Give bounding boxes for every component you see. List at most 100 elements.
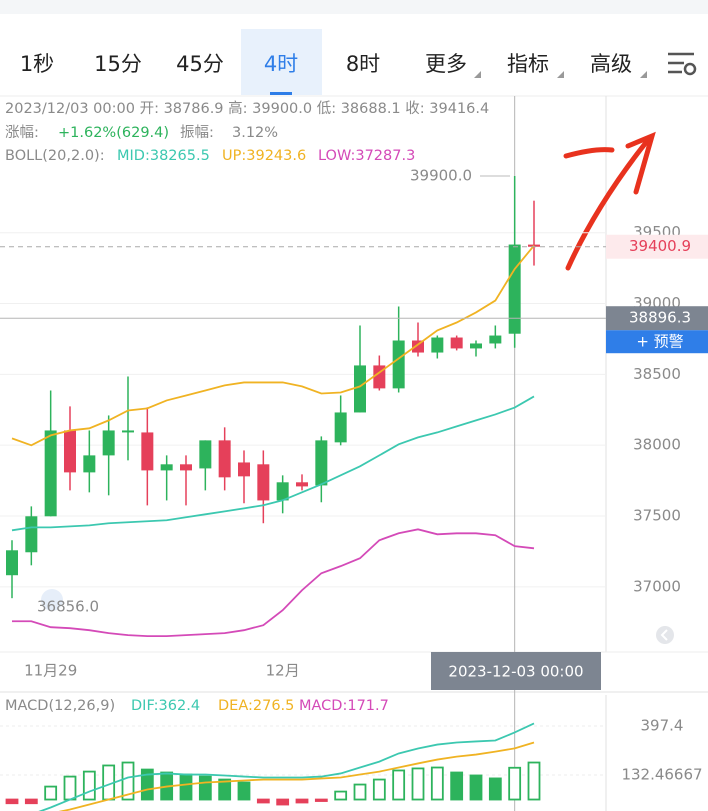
candle-body: [470, 343, 482, 349]
macd-bar: [508, 766, 522, 801]
active-tab-bg: [241, 29, 322, 95]
macd-bar: [44, 785, 58, 801]
candle-body: [412, 340, 424, 353]
macd-bar: [527, 761, 541, 801]
macd-dif: DIF:362.4: [131, 698, 200, 714]
alert-button-label[interactable]: + 预警: [636, 333, 683, 351]
tab[interactable]: 15分: [94, 52, 142, 76]
macd-bar: [256, 798, 270, 804]
tab[interactable]: 指标: [507, 52, 549, 76]
macd-bar: [276, 798, 290, 806]
macd-bar: [353, 783, 367, 801]
macd-bar: [430, 766, 444, 801]
tab[interactable]: 8时: [346, 52, 380, 76]
macd-bar: [5, 798, 19, 805]
alert-button[interactable]: [606, 330, 708, 354]
candle-body: [160, 464, 173, 471]
active-tab-underline: [270, 92, 292, 95]
last-price: 39400.9: [629, 237, 691, 255]
dropdown-icon: [474, 71, 481, 78]
top-strip: [0, 0, 708, 14]
macd-bar: [63, 775, 77, 801]
change: +1.62%(629.4): [58, 125, 169, 141]
candle-body: [238, 462, 250, 477]
crosshair-date: 2023-12-03 00:00: [448, 663, 583, 681]
macd-label: MACD(12,26,9): [5, 698, 115, 714]
candle-body: [6, 550, 18, 576]
candle-body: [431, 337, 444, 353]
settings-icon[interactable]: [668, 52, 697, 76]
tab[interactable]: 45分: [176, 52, 224, 76]
boll-line: [11, 395, 535, 532]
candle-body: [199, 440, 212, 469]
tab-active[interactable]: 4时: [264, 52, 298, 76]
candle-body: [83, 455, 96, 473]
macd-bar: [218, 778, 232, 801]
candle-body: [276, 482, 289, 501]
y-tick-label: 37500: [633, 507, 681, 525]
crosshair-date-box: [431, 652, 601, 690]
boll-low: LOW:37287.3: [318, 148, 415, 164]
crosshair-price: 38896.3: [629, 309, 691, 327]
candle-body: [489, 335, 502, 344]
tab[interactable]: 更多: [425, 52, 467, 76]
candle-body: [180, 464, 192, 471]
x-tick-label: 12月: [266, 662, 300, 680]
boll-line: [12, 528, 535, 638]
ohlc-info: 2023/12/03 00:00 开: 38786.9 高: 39900.0 低…: [5, 100, 489, 117]
y-tick-label: 38000: [633, 436, 681, 454]
amplitude: 3.12%: [232, 125, 278, 141]
macd-bar: [237, 781, 251, 801]
macd-bar: [82, 770, 96, 801]
y-tick-label: 132.46667: [621, 766, 702, 784]
macd-hist-label: MACD:171.7: [299, 698, 389, 714]
macd-bar: [24, 798, 38, 805]
macd-bar: [314, 798, 328, 802]
candle-body: [334, 412, 347, 443]
x-tick-label: 11月29: [24, 662, 77, 680]
macd-dea: DEA:276.5: [218, 698, 294, 714]
high-marker: 39900.0: [410, 167, 472, 185]
candle-body: [122, 430, 134, 433]
macd-bar: [372, 778, 386, 801]
candle-body: [392, 340, 405, 389]
last-price-box: [606, 234, 708, 259]
boll-mid: MID:38265.5: [117, 148, 210, 164]
macd-line: [38, 722, 535, 811]
macd-bar: [392, 769, 406, 801]
candle-body: [257, 464, 270, 501]
macd-bar: [140, 768, 154, 801]
macd-bar: [411, 767, 425, 801]
candle-body: [102, 430, 115, 456]
macd-bar: [198, 775, 212, 801]
y-tick-label: 37000: [633, 577, 681, 595]
reset-button[interactable]: [41, 589, 63, 611]
dropdown-icon: [640, 71, 647, 78]
crosshair-price-box: [606, 306, 708, 331]
change-label: 涨幅:: [5, 124, 39, 141]
macd-bar: [450, 771, 464, 801]
candle-body: [218, 440, 231, 478]
scroll-button[interactable]: [656, 626, 674, 644]
tab[interactable]: 1秒: [20, 52, 54, 76]
candle-body: [450, 337, 463, 349]
annotation-arrow: [563, 131, 656, 271]
candle-body: [296, 482, 308, 487]
low-marker: 36856.0: [37, 598, 99, 616]
tab[interactable]: 高级: [590, 52, 632, 76]
candle-body: [25, 516, 38, 553]
macd-bar: [469, 774, 483, 801]
candle-body: [508, 244, 521, 334]
macd-bar: [488, 777, 502, 801]
boll-label: BOLL(20,2.0):: [5, 148, 105, 164]
candle-body: [315, 440, 328, 486]
candle-body: [141, 432, 154, 471]
candle-body: [64, 430, 76, 473]
boll-up: UP:39243.6: [222, 148, 306, 164]
macd-line: [58, 741, 535, 811]
macd-bar: [295, 798, 309, 804]
candle-body: [44, 430, 57, 517]
boll-line: [11, 245, 535, 447]
macd-bar: [121, 761, 135, 801]
